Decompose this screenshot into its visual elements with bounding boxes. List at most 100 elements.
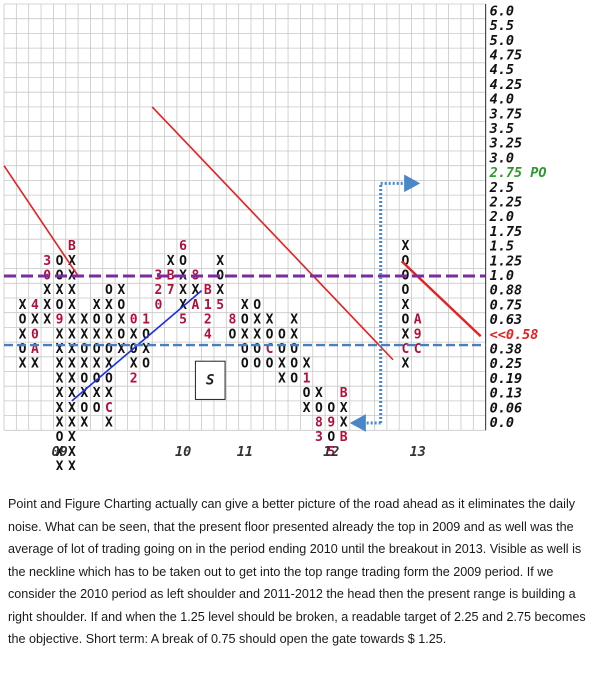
o-mark: O [401,283,409,298]
x-mark: X [93,298,101,313]
x-mark: X [93,386,101,401]
month-marker: 3 [315,430,323,445]
x-mark: X [216,254,224,269]
x-mark: X [93,327,101,342]
x-mark: X [80,357,88,372]
x-mark: X [253,327,261,342]
price-tick-label: 1.5 [490,239,514,255]
x-mark: X [117,313,125,328]
o-mark: O [19,313,27,328]
pnf-chart: 30XXXXOXOX4X0AXOOXO9XXXXXXXOXXXBXXXXXXXX… [3,3,547,470]
chart-caption: Point and Figure Charting actually can g… [8,497,586,646]
month-marker: 8 [229,313,237,328]
month-marker: 5 [327,445,335,460]
year-label: 10 [175,444,191,460]
o-mark: O [80,401,88,416]
o-mark: O [19,342,27,357]
o-mark: O [105,283,113,298]
x-mark: X [68,386,76,401]
x-mark: X [303,357,311,372]
annotation-box [194,360,226,400]
month-marker: 5 [216,298,224,313]
x-mark: X [167,254,175,269]
x-mark: X [80,313,88,328]
price-tick-label: 4.75 [490,47,523,63]
x-mark: X [253,313,261,328]
o-mark: O [253,342,261,357]
x-mark: X [56,445,64,460]
o-mark: O [241,357,249,372]
x-mark: X [117,342,125,357]
x-mark: X [68,298,76,313]
month-marker: B [167,268,175,283]
x-mark: X [19,298,27,313]
month-marker: A [192,298,200,313]
price-tick-label: 3.75 [489,106,523,122]
x-mark: X [56,415,64,430]
x-mark: X [56,460,64,470]
month-marker: 9 [56,313,64,328]
year-label: 09 [51,444,67,460]
year-label: 13 [410,444,426,460]
o-mark: O [253,298,261,313]
o-mark: O [93,342,101,357]
x-mark: X [68,313,76,328]
price-tick-label: 1.75 [490,224,523,240]
x-mark: X [80,386,88,401]
month-marker: C [266,342,274,357]
price-tick-label: 1.0 [490,268,514,284]
price-tick-label: 2.5 [489,180,514,196]
annotation-box-label: S [206,372,214,388]
x-mark: X [68,357,76,372]
x-mark: X [290,313,298,328]
base-arrowhead [349,414,366,432]
x-mark: X [130,357,138,372]
month-marker: 8 [315,415,323,430]
x-mark: X [68,327,76,342]
price-tick-label: 4.0 [490,92,514,108]
price-tick-label: 1.25 [490,253,523,269]
x-mark: X [31,357,39,372]
month-marker: 9 [414,327,422,342]
x-mark: X [68,254,76,269]
price-tick-label: 4.5 [490,62,514,78]
x-mark: X [56,342,64,357]
red-trendline-right [400,260,482,338]
x-mark: X [68,401,76,416]
o-mark: O [105,313,113,328]
month-marker: 5 [179,313,187,328]
special-level-label: <<0.58 [490,327,539,343]
o-mark: O [117,298,125,313]
o-mark: O [290,371,298,386]
o-mark: O [56,430,64,445]
price-tick-label: 0.25 [490,356,523,372]
month-marker: 3 [43,254,51,269]
x-mark: X [68,445,76,460]
month-marker: A [31,342,39,357]
month-marker: A [414,313,422,328]
price-tick-label: 0.38 [490,341,523,357]
o-mark: O [105,342,113,357]
x-mark: X [192,283,200,298]
o-mark: O [327,401,335,416]
month-marker: B [340,386,348,401]
price-tick-label: 3.0 [489,150,514,166]
o-mark: O [278,327,286,342]
month-marker: 0 [154,298,162,313]
month-marker: 4 [31,298,39,313]
o-mark: O [253,357,261,372]
o-mark: O [142,327,150,342]
price-tick-label: 2.0 [489,209,514,225]
price-tick-label: 0.0 [490,415,514,431]
x-mark: X [315,386,323,401]
price-tick-label: 0.13 [490,386,523,402]
x-mark: X [56,357,64,372]
o-mark: O [56,254,64,269]
x-mark: X [68,415,76,430]
x-mark: X [93,357,101,372]
x-mark: X [105,357,113,372]
month-marker: B [204,283,212,298]
o-mark: O [327,430,335,445]
price-tick-label: 0.06 [490,400,523,416]
o-mark: O [56,298,64,313]
